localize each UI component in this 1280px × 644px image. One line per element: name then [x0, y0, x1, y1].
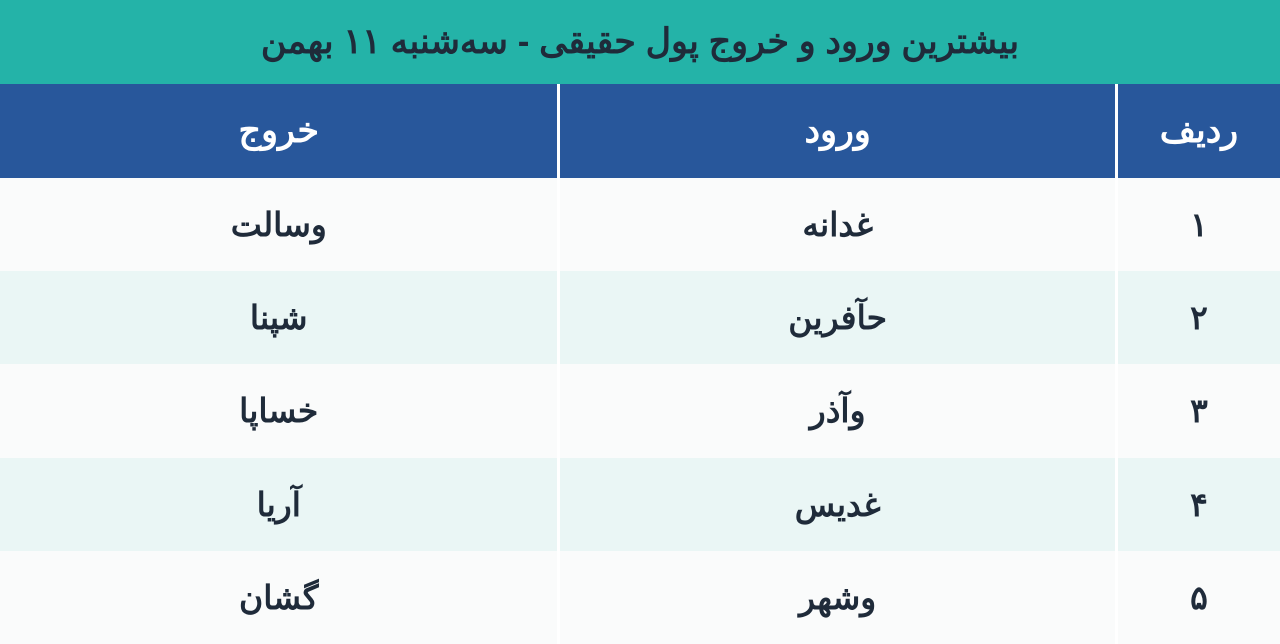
table-row: ۲حآفرینشپنا: [0, 271, 1280, 364]
rank-cell: ۲: [1115, 271, 1280, 364]
inflow-cell: غدانه: [557, 178, 1114, 271]
table-row: ۳وآذرخساپا: [0, 364, 1280, 457]
table-row: ۱غدانهوسالت: [0, 178, 1280, 271]
rank-cell: ۳: [1115, 364, 1280, 457]
column-header: خروج: [0, 84, 557, 178]
outflow-cell: خساپا: [0, 364, 557, 457]
outflow-cell: گشان: [0, 551, 557, 644]
table-row: ۴غدیسآریا: [0, 458, 1280, 551]
table-title: بیشترین ورود و خروج پول حقیقی - سه‌شنبه …: [0, 0, 1280, 84]
inflow-cell: وشهر: [557, 551, 1114, 644]
rank-cell: ۴: [1115, 458, 1280, 551]
outflow-cell: وسالت: [0, 178, 557, 271]
rank-cell: ۵: [1115, 551, 1280, 644]
table-row: ۵وشهرگشان: [0, 551, 1280, 644]
outflow-cell: آریا: [0, 458, 557, 551]
inflow-cell: حآفرین: [557, 271, 1114, 364]
inflow-cell: غدیس: [557, 458, 1114, 551]
column-header: ورود: [557, 84, 1114, 178]
column-header: ردیف: [1115, 84, 1280, 178]
outflow-cell: شپنا: [0, 271, 557, 364]
rank-cell: ۱: [1115, 178, 1280, 271]
table-header: ردیفورودخروج: [0, 84, 1280, 178]
inflow-cell: وآذر: [557, 364, 1114, 457]
